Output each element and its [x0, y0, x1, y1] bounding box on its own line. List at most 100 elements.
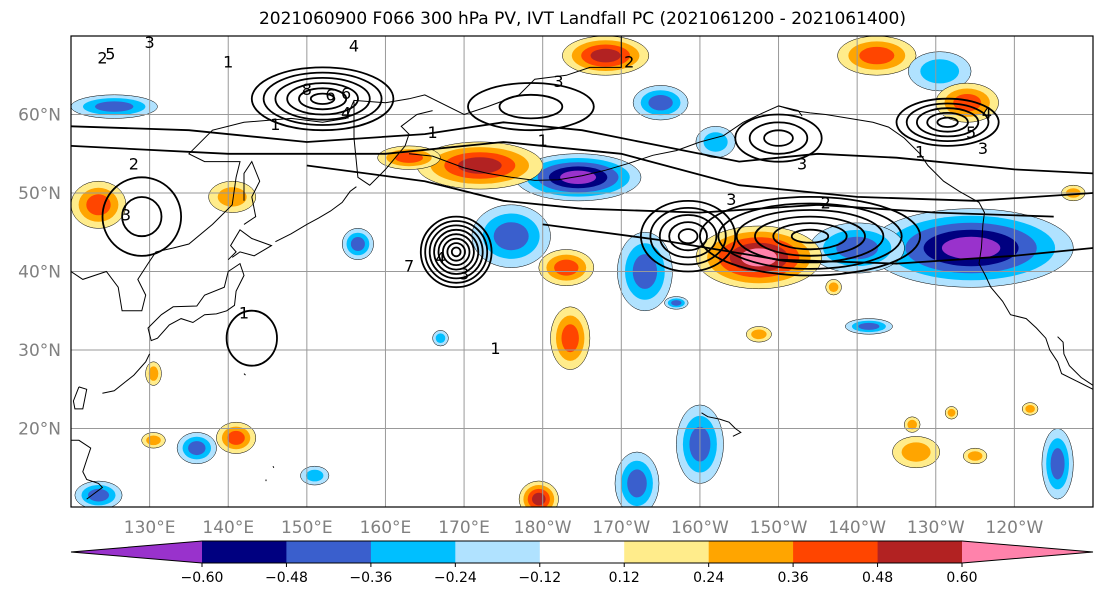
colorbar-tick-label: −0.12: [518, 570, 561, 586]
latitude-label: 40°N: [18, 263, 61, 283]
map-title: 2021060900 F066 300 hPa PV, IVT Landfall…: [258, 9, 906, 29]
pv-contour: [467, 82, 595, 132]
contour-label: 6: [341, 84, 351, 103]
contour-label: 1: [223, 52, 233, 71]
colorbar-tick-label: −0.60: [181, 570, 224, 586]
coastline: [1057, 336, 1093, 386]
contour-label: 1: [538, 131, 548, 150]
anomaly-fill: [859, 46, 895, 65]
coastline: [71, 36, 622, 312]
anomaly-fill: [901, 442, 931, 462]
contour-label: 1: [490, 339, 500, 358]
pv-contour: [717, 202, 903, 270]
anomaly-fill: [86, 194, 111, 216]
longitude-label: 140°E: [202, 518, 254, 538]
anomaly-fill: [493, 222, 529, 251]
anomaly-fill: [590, 48, 621, 63]
contour-label: 8: [302, 80, 312, 99]
contour-label: 1: [915, 143, 925, 162]
pv-contour: [450, 246, 462, 258]
anomaly-fill: [907, 419, 917, 430]
anomaly-fill: [740, 248, 777, 267]
coastline: [778, 105, 1093, 390]
anomaly-fill: [947, 408, 956, 417]
pv-contour: [250, 66, 395, 132]
pv-contour: [433, 228, 480, 275]
latitude-labels: 60°N 50°N 40°N 30°N 20°N: [18, 106, 61, 440]
colorbar-tick-label: 0.24: [693, 570, 724, 586]
pv-contour: [498, 93, 564, 120]
coastline: [72, 386, 88, 410]
contour-label: 1: [239, 304, 249, 323]
contour-label: 5: [105, 45, 115, 64]
anomaly-fill: [703, 132, 728, 152]
latitude-label: 60°N: [18, 106, 61, 126]
pv-contour: [71, 141, 1093, 202]
coastline: [353, 100, 433, 186]
anomaly-fill: [148, 366, 159, 381]
anomaly-fill: [532, 492, 546, 506]
colorbar-segment: [624, 541, 710, 563]
anomaly-fill: [648, 95, 673, 111]
coastline: [243, 373, 246, 376]
colorbar-segment: [455, 541, 541, 563]
pv-contour: [658, 214, 718, 259]
anomaly-fill: [435, 333, 446, 344]
pv-contour: [437, 233, 475, 271]
pv-contour: [424, 220, 489, 284]
pv-contour: [763, 129, 794, 147]
contour-label: 4: [349, 37, 359, 56]
pv-contour: [734, 113, 823, 163]
contour-label: 4: [341, 103, 351, 122]
pv-contour: [442, 237, 471, 266]
contour-label: 4: [435, 249, 445, 268]
contour-label: 5: [966, 123, 976, 142]
coastlines: [71, 36, 1093, 500]
contour-label: 1: [428, 123, 438, 142]
contour-label: 2: [624, 52, 634, 71]
pv-contour: [748, 121, 809, 155]
anomaly-fill: [457, 157, 502, 174]
anomaly-fill: [554, 259, 579, 276]
pv-contour: [101, 176, 182, 257]
pv-contour: [649, 206, 727, 266]
colorbar-extend-max: [962, 541, 1093, 563]
pv-contours: [71, 66, 1093, 367]
pv-contour: [298, 87, 348, 111]
contour-label: 2: [129, 154, 139, 173]
pv-contour: [309, 92, 336, 105]
colorbar-tick-label: −0.48: [265, 570, 308, 586]
pv-contour: [71, 121, 1093, 175]
longitude-label: 160°E: [360, 518, 412, 538]
anomaly-fill: [967, 451, 983, 461]
anomaly-fill: [146, 435, 161, 446]
colorbar: −0.60 −0.48 −0.36 −0.24 −0.12 0.12 0.24 0.36 0.4…: [70, 540, 1094, 586]
pv-contour: [274, 77, 371, 121]
contour-label: 3: [553, 72, 563, 91]
longitude-label: 170°W: [592, 518, 650, 538]
pv-contour: [754, 215, 866, 257]
pv-contour: [419, 215, 493, 289]
anomaly-fill: [1050, 448, 1065, 480]
contour-label: 3: [797, 154, 807, 173]
coastline: [102, 353, 151, 394]
pv-contour: [639, 199, 737, 273]
anomaly-fill: [671, 300, 682, 306]
anomaly-fill: [227, 430, 245, 445]
anomaly-fill: [751, 329, 767, 340]
colorbar-segment: [539, 541, 625, 563]
pv-contour: [915, 107, 980, 138]
anomaly-fill: [561, 324, 579, 353]
contour-label: 6: [325, 85, 335, 104]
contour-label: 3: [459, 264, 469, 283]
longitude-label: 130°W: [907, 518, 965, 538]
anomaly-fill: [395, 152, 423, 163]
coastline: [227, 229, 273, 261]
contour-label: 3: [726, 190, 736, 209]
pv-contour: [542, 223, 1093, 265]
anomaly-fill: [627, 469, 647, 498]
pv-contour: [262, 71, 383, 126]
anomaly-fill: [306, 469, 324, 482]
coastline: [408, 105, 803, 181]
